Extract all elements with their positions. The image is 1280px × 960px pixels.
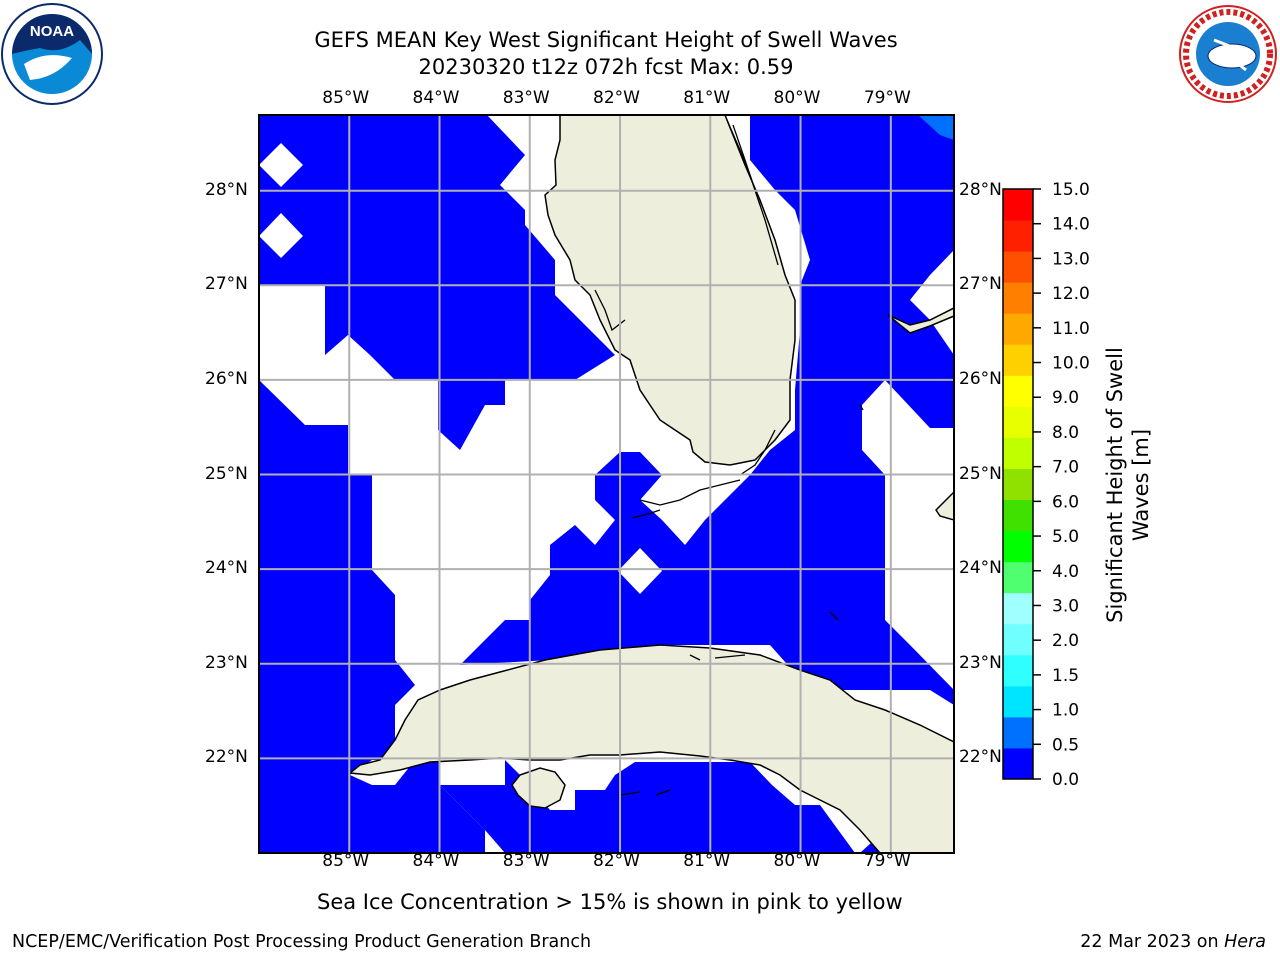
colorbar-tick-label: 12.0 [1052, 284, 1090, 304]
colorbar-segment [1003, 623, 1033, 656]
national-weather-service-logo [1179, 5, 1277, 103]
swell-field [259, 115, 954, 853]
lat-tick-left: 28°N [205, 179, 248, 200]
colorbar-tick-label: 14.0 [1052, 215, 1090, 235]
colorbar-segment [1003, 406, 1033, 438]
colorbar-tick-label: 9.0 [1052, 388, 1079, 408]
colorbar-segment [1003, 468, 1033, 501]
lon-tick-top: 82°W [593, 88, 640, 108]
colorbar-segment [1003, 716, 1033, 749]
colorbar-tick-label: 10.0 [1052, 354, 1090, 374]
colorbar-tick-label: 7.0 [1052, 458, 1079, 478]
colorbar-segment [1003, 592, 1033, 625]
lat-tick-right: 27°N [959, 274, 1002, 295]
colorbar-segment [1003, 375, 1033, 407]
lon-tick-bottom: 84°W [412, 851, 460, 871]
lat-tick-left: 23°N [205, 652, 248, 673]
colorbar-tick-label: 0.5 [1052, 735, 1079, 755]
coastline-details [594, 119, 864, 796]
lat-tick-left: 22°N [205, 747, 248, 768]
lon-tick-bottom: 85°W [322, 851, 370, 871]
lat-tick-right: 24°N [959, 558, 1002, 579]
colorbar-frame [1002, 188, 1034, 780]
colorbar-segment [1003, 220, 1033, 252]
lat-tick-right: 25°N [959, 463, 1002, 484]
colorbar-tick-label: 0.0 [1052, 770, 1079, 790]
colorbar-tick-label: 1.0 [1052, 701, 1079, 721]
chart-title: GEFS MEAN Key West Significant Height of… [314, 28, 898, 52]
lon-tick-bottom: 81°W [683, 851, 731, 871]
lat-tick-right: 22°N [959, 747, 1002, 768]
colorbar-segment [1003, 313, 1033, 345]
colorbar-segment [1003, 282, 1033, 314]
chart-subtitle: 20230320 t12z 072h fcst Max: 0.59 [418, 55, 794, 79]
lon-tick-top: 81°W [683, 88, 731, 108]
colorbar-tick-label: 8.0 [1052, 423, 1079, 443]
colorbar-segment [1003, 685, 1033, 718]
colorbar-tick-label: 4.0 [1052, 562, 1079, 582]
colorbar-tick-label: 11.0 [1052, 319, 1090, 339]
colorbar-segment [1003, 747, 1033, 780]
footer-date: 22 Mar 2023 on Hera [1080, 932, 1266, 952]
colorbar-segment [1003, 344, 1033, 376]
colorbar-segment [1003, 499, 1033, 532]
colorbar-label: Significant Height of Swell Waves [m] [1103, 347, 1153, 623]
colorbar-segment [1003, 561, 1033, 594]
colorbar: 0.0 0.5 1.0 1.5 2.0 3.0 4.0 5.0 6.0 7.0 8.0 9.0 10.0… [1003, 180, 1090, 790]
lat-tick-right: 23°N [959, 652, 1002, 673]
swell-field-light [918, 115, 954, 140]
lat-tick-right: 26°N [959, 368, 1002, 389]
colorbar-tick-label: 6.0 [1052, 492, 1079, 512]
footer-host: Hera [1224, 932, 1266, 952]
lon-tick-top: 85°W [322, 88, 370, 108]
lon-tick-top: 79°W [863, 88, 911, 108]
colorbar-tick-label: 5.0 [1052, 527, 1079, 547]
lon-tick-bottom: 82°W [593, 851, 640, 871]
svg-text:NOAA: NOAA [30, 23, 74, 40]
lat-tick-right: 28°N [959, 179, 1002, 200]
lon-tick-top: 80°W [773, 88, 821, 108]
lat-tick-left: 26°N [205, 368, 248, 389]
colorbar-segment [1003, 437, 1033, 469]
colorbar-segment [1003, 251, 1033, 283]
no-data-holes [259, 143, 662, 594]
lon-tick-top: 83°W [502, 88, 550, 108]
colorbar-tick-label: 2.0 [1052, 631, 1079, 651]
colorbar-tick-label: 1.5 [1052, 666, 1079, 686]
land [348, 115, 954, 853]
lon-tick-bottom: 79°W [863, 851, 911, 871]
plot-frame [258, 114, 955, 854]
colorbar-segment [1003, 654, 1033, 687]
lon-tick-top: 84°W [412, 88, 460, 108]
colorbar-tick-label: 13.0 [1052, 249, 1090, 269]
lon-tick-bottom: 83°W [502, 851, 550, 871]
lon-tick-bottom: 80°W [773, 851, 821, 871]
caption: Sea Ice Concentration > 15% is shown in … [317, 890, 903, 914]
colorbar-tick-label: 3.0 [1052, 596, 1079, 616]
colorbar-tick-label: 15.0 [1052, 180, 1090, 200]
colorbar-segment [1003, 530, 1033, 563]
lat-tick-left: 25°N [205, 463, 248, 484]
noaa-logo: NOAA [1, 3, 103, 105]
footer-branch: NCEP/EMC/Verification Post Processing Pr… [12, 932, 592, 952]
colorbar-segment [1003, 189, 1033, 221]
graticule [259, 115, 954, 853]
footer-date-text: 22 Mar 2023 on [1080, 932, 1225, 952]
lat-tick-left: 27°N [205, 274, 248, 295]
lat-tick-left: 24°N [205, 558, 248, 579]
